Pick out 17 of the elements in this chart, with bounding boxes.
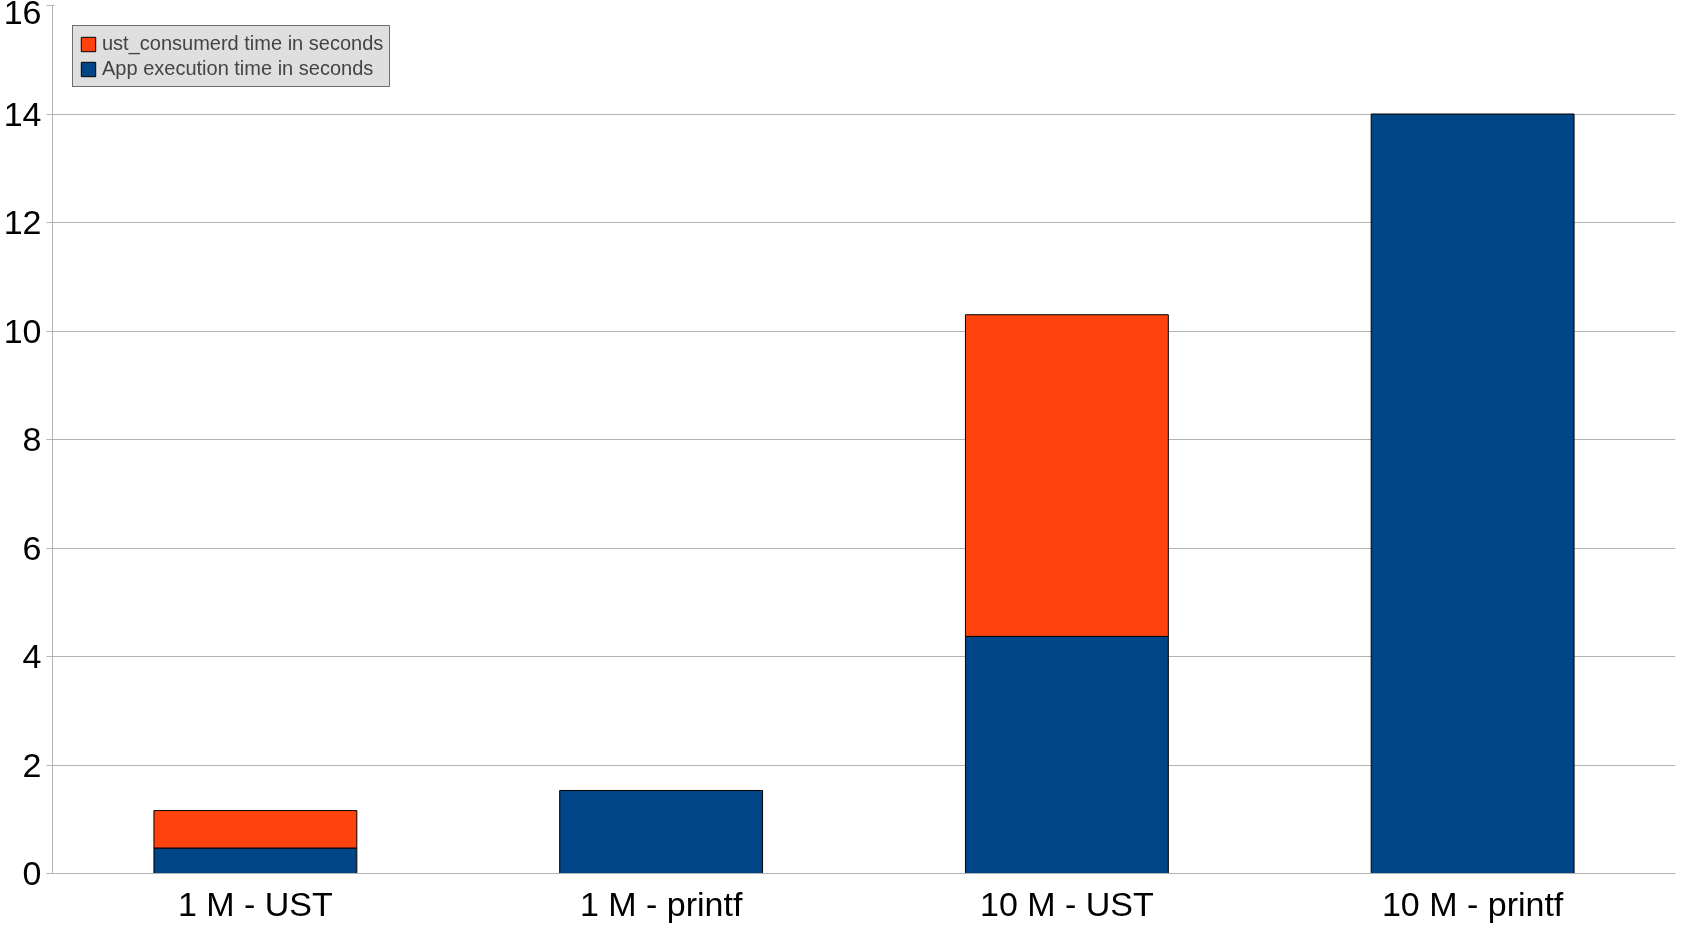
y-tick-label: 2: [22, 745, 42, 784]
y-tick-label: 10: [3, 311, 42, 350]
y-tick-label: 4: [22, 637, 42, 675]
x-tick-label: 10 M - printf: [1381, 884, 1564, 923]
y-tick-label: 6: [22, 528, 42, 567]
y-tick-label: 0: [22, 854, 42, 892]
x-tick-label: 1 M - UST: [177, 884, 333, 923]
y-tick-label: 14: [3, 94, 42, 133]
y-tick-label: 16: [3, 0, 42, 31]
legend-label: ust_consumerd time in seconds: [102, 32, 384, 55]
x-tick-label: 10 M - UST: [979, 884, 1154, 923]
legend-label: App execution time in seconds: [102, 57, 374, 80]
bar: [1370, 113, 1575, 874]
x-tick-label: 1 M - printf: [579, 884, 743, 923]
y-tick-label: 8: [22, 420, 42, 458]
y-tick-label: 12: [3, 203, 42, 241]
bar: [559, 790, 764, 874]
